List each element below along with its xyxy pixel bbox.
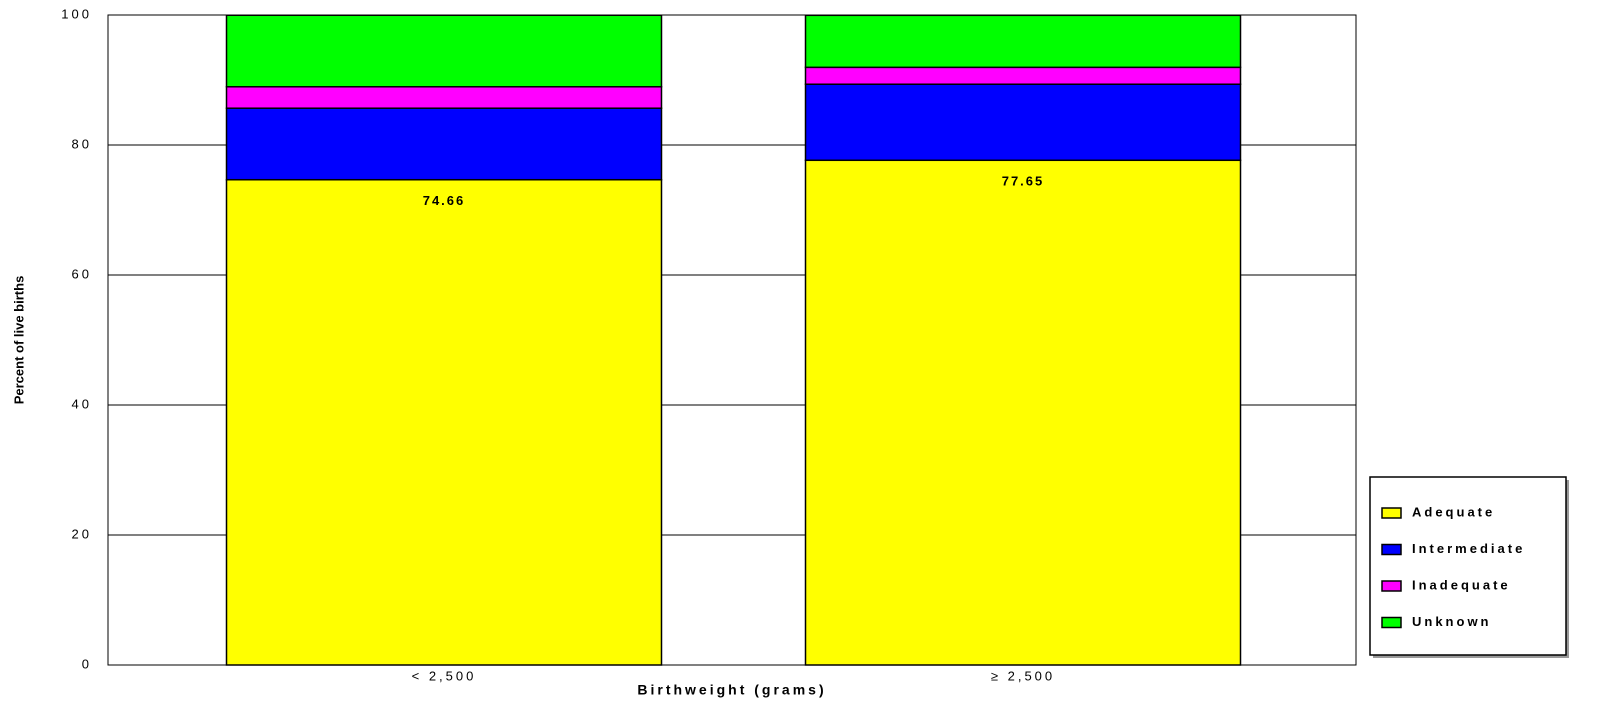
bar-segment [804,66,1242,85]
legend-swatch [1381,543,1402,556]
plot-frame [107,14,1357,666]
x-tick-label: ≥ 2,500 [991,668,1055,683]
bar-segment [804,83,1242,162]
y-tick-label: 60 [72,266,92,281]
legend-label: Unknown [1412,614,1492,629]
y-tick-label: 40 [72,396,92,411]
bar-segment [225,178,663,666]
bar-segment [225,107,663,181]
y-tick-label: 80 [72,136,92,151]
legend-label: Inadequate [1412,577,1511,592]
legend-label: Adequate [1412,504,1495,519]
legend-swatch [1381,507,1402,519]
x-tick-label: < 2,500 [412,668,477,683]
y-tick-label: 20 [72,526,92,541]
legend-box [1369,476,1567,656]
bar-segment [804,14,1242,69]
legend-swatch [1381,580,1402,592]
bar-segment [225,14,663,88]
bar-segment [804,159,1242,666]
data-label: 74.66 [423,193,466,208]
y-axis-title: Percent of live births [11,276,26,405]
legend-label: Intermediate [1412,541,1525,556]
y-tick-label: 100 [61,6,92,21]
x-axis-title: Birthweight (grams) [637,682,826,698]
data-label: 77.65 [1002,174,1045,189]
y-tick-label: 0 [82,656,92,671]
legend-swatch [1381,616,1402,629]
bar-segment [225,86,663,109]
